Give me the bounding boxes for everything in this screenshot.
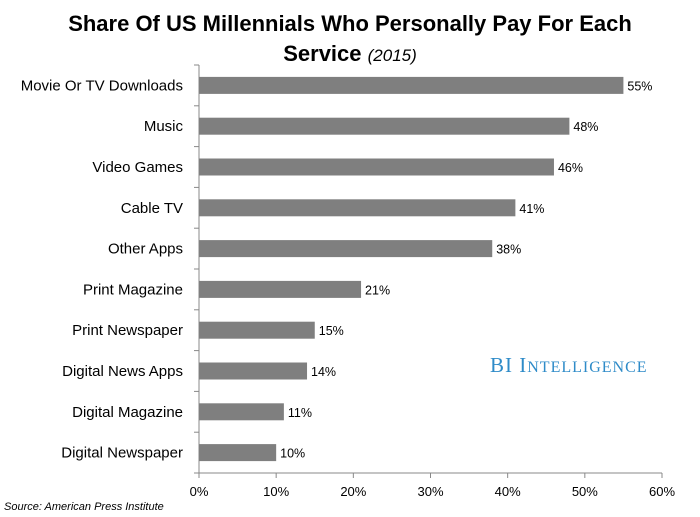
title-year: (2015) — [367, 46, 417, 65]
source-note: Source: American Press Institute — [4, 501, 164, 513]
bar — [199, 199, 516, 217]
chart-title: Share Of US Millennials Who Personally P… — [0, 9, 700, 39]
bar-value-label: 55% — [627, 79, 652, 93]
category-label: Print Magazine — [83, 281, 183, 298]
category-label: Movie Or TV Downloads — [21, 77, 183, 94]
category-label: Video Games — [92, 159, 183, 176]
bar-value-label: 14% — [311, 365, 336, 379]
bar-value-label: 48% — [573, 120, 598, 134]
bar-value-label: 11% — [288, 406, 312, 420]
x-tick-label: 30% — [417, 484, 443, 499]
bi-intelligence-logo: BI INTELLIGENCE — [490, 353, 648, 378]
category-label: Print Newspaper — [72, 322, 183, 339]
logo-bi: BI — [490, 353, 513, 377]
bar — [199, 240, 493, 258]
bar-value-label: 41% — [519, 202, 544, 216]
bar — [199, 76, 624, 94]
x-tick-label: 20% — [340, 484, 366, 499]
category-label: Digital Newspaper — [61, 445, 183, 462]
category-label: Digital Magazine — [72, 404, 183, 421]
logo-i: I — [519, 353, 528, 377]
title-line-1: Share Of US Millennials Who Personally P… — [68, 11, 632, 36]
category-label: Other Apps — [108, 241, 183, 258]
bar — [199, 158, 554, 176]
logo-ntelligence: NTELLIGENCE — [527, 359, 648, 376]
bar — [199, 362, 308, 380]
category-label: Cable TV — [121, 200, 183, 217]
category-label: Music — [144, 118, 184, 135]
chart-title-line-2: Service (2015) — [0, 39, 700, 71]
x-tick-label: 40% — [495, 484, 521, 499]
category-label: Digital News Apps — [62, 363, 183, 380]
bar — [199, 117, 570, 135]
bar — [199, 280, 362, 298]
bar — [199, 321, 315, 339]
bar-value-label: 21% — [365, 283, 390, 297]
bar-value-label: 46% — [558, 161, 583, 175]
x-tick-label: 0% — [190, 484, 209, 499]
x-tick-label: 10% — [263, 484, 289, 499]
bar — [199, 444, 277, 462]
bar-value-label: 10% — [280, 447, 305, 461]
x-tick-label: 60% — [649, 484, 675, 499]
bar-value-label: 15% — [319, 324, 344, 338]
bar — [199, 403, 284, 421]
x-tick-label: 50% — [572, 484, 598, 499]
title-line-2: Service — [283, 41, 362, 66]
bar-value-label: 38% — [496, 243, 521, 257]
